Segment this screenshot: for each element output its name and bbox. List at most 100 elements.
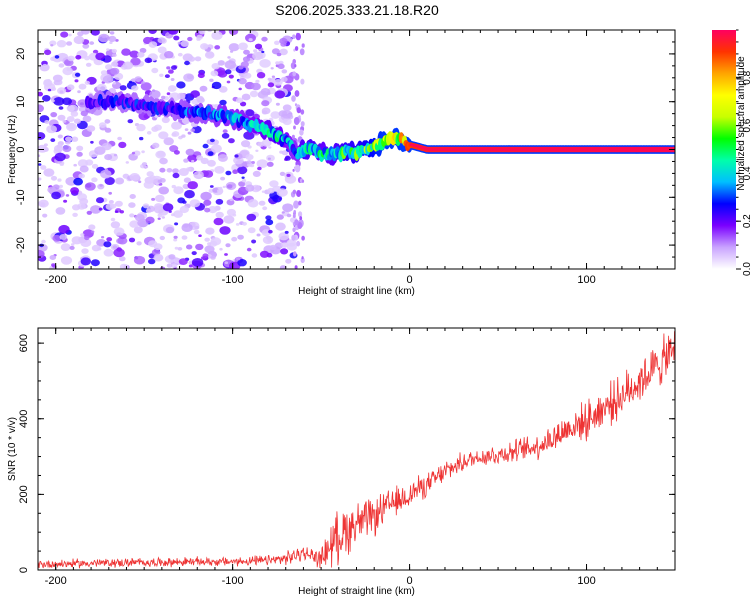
noise-speckle bbox=[282, 118, 292, 126]
noise-speckle bbox=[134, 76, 142, 82]
noise-speckle bbox=[225, 243, 231, 248]
noise-speckle bbox=[151, 197, 156, 201]
noise-speckle bbox=[154, 115, 159, 119]
ridge-core bbox=[658, 148, 662, 151]
noise-speckle bbox=[63, 199, 68, 203]
noise-speckle bbox=[53, 144, 64, 153]
noise-speckle bbox=[47, 88, 52, 92]
noise-speckle bbox=[238, 181, 246, 187]
noise-speckle bbox=[269, 180, 279, 188]
noise-speckle bbox=[51, 99, 55, 103]
noise-speckle bbox=[203, 170, 214, 178]
noise-speckle bbox=[66, 122, 77, 132]
noise-speckle bbox=[267, 187, 275, 194]
ridge-core bbox=[534, 148, 539, 151]
noise-speckle bbox=[42, 63, 48, 68]
noise-speckle bbox=[197, 174, 203, 178]
ridge-core bbox=[662, 148, 666, 151]
ridge-core bbox=[664, 148, 668, 151]
noise-speckle bbox=[104, 154, 113, 161]
noise-speckle bbox=[301, 256, 304, 260]
noise-speckle bbox=[190, 128, 195, 132]
noise-speckle bbox=[80, 238, 92, 247]
x-tick-label: 0 bbox=[407, 274, 413, 286]
noise-speckle bbox=[210, 138, 215, 143]
noise-speckle bbox=[110, 221, 121, 229]
ridge-core bbox=[611, 148, 615, 151]
ridge-core bbox=[522, 148, 526, 151]
noise-speckle bbox=[90, 205, 102, 214]
noise-speckle bbox=[261, 50, 265, 54]
noise-speckle bbox=[286, 213, 292, 218]
y-tick-label: 20 bbox=[15, 48, 27, 60]
noise-speckle bbox=[241, 179, 247, 183]
noise-speckle bbox=[230, 50, 234, 53]
noise-speckle bbox=[84, 235, 90, 241]
noise-speckle bbox=[220, 176, 226, 181]
noise-speckle bbox=[284, 156, 291, 161]
noise-speckle bbox=[294, 64, 297, 68]
noise-speckle bbox=[253, 49, 258, 53]
noise-speckle bbox=[95, 52, 106, 61]
noise-speckle bbox=[75, 55, 82, 60]
ridge-core bbox=[505, 148, 509, 151]
noise-speckle bbox=[157, 179, 162, 183]
noise-speckle bbox=[210, 70, 219, 77]
noise-speckle bbox=[251, 161, 256, 164]
noise-speckle bbox=[184, 60, 190, 66]
noise-speckle bbox=[271, 75, 275, 78]
noise-speckle bbox=[80, 110, 89, 117]
noise-speckle bbox=[292, 34, 296, 39]
ridge-core bbox=[509, 148, 513, 151]
noise-speckle bbox=[58, 224, 70, 234]
noise-speckle bbox=[251, 239, 257, 244]
ridge-core bbox=[437, 148, 441, 151]
noise-speckle bbox=[194, 225, 200, 230]
noise-speckle bbox=[133, 255, 146, 265]
noise-speckle bbox=[58, 184, 64, 188]
noise-speckle bbox=[207, 242, 212, 246]
noise-speckle bbox=[55, 207, 66, 215]
noise-speckle bbox=[183, 158, 189, 163]
noise-speckle bbox=[294, 265, 298, 269]
noise-speckle bbox=[160, 266, 166, 269]
noise-speckle bbox=[166, 66, 171, 70]
ridge-core bbox=[643, 148, 647, 151]
noise-speckle bbox=[293, 251, 297, 257]
ridge-core bbox=[604, 148, 609, 151]
noise-speckle bbox=[204, 207, 211, 213]
noise-speckle bbox=[284, 230, 289, 234]
noise-speckle bbox=[208, 206, 218, 214]
y-tick-label: -20 bbox=[15, 237, 27, 253]
noise-speckle bbox=[290, 62, 296, 70]
noise-speckle bbox=[78, 173, 85, 179]
noise-speckle bbox=[129, 194, 136, 199]
noise-speckle bbox=[294, 46, 299, 51]
noise-speckle bbox=[74, 72, 81, 77]
noise-speckle bbox=[241, 176, 245, 179]
noise-speckle bbox=[210, 237, 222, 246]
noise-speckle bbox=[84, 55, 90, 61]
noise-speckle bbox=[245, 109, 255, 117]
ridge-core bbox=[513, 148, 518, 151]
ridge-core bbox=[653, 148, 658, 151]
noise-speckle bbox=[270, 67, 274, 70]
ridge-core bbox=[532, 148, 537, 151]
ridge-core bbox=[655, 148, 660, 151]
noise-speckle bbox=[177, 197, 186, 204]
noise-speckle bbox=[200, 191, 212, 201]
noise-speckle bbox=[293, 48, 296, 52]
ridge-core bbox=[496, 148, 501, 151]
noise-speckle bbox=[275, 222, 286, 231]
noise-speckle bbox=[38, 177, 42, 181]
noise-speckle bbox=[129, 173, 140, 181]
ridge-core bbox=[422, 147, 426, 150]
noise-speckle bbox=[203, 44, 208, 49]
noise-speckle bbox=[70, 187, 80, 194]
noise-speckle bbox=[217, 70, 228, 78]
noise-speckle bbox=[58, 63, 65, 68]
noise-speckle bbox=[112, 81, 117, 85]
ridge-core bbox=[615, 148, 619, 151]
noise-speckle bbox=[281, 242, 289, 248]
noise-speckle bbox=[172, 172, 180, 179]
